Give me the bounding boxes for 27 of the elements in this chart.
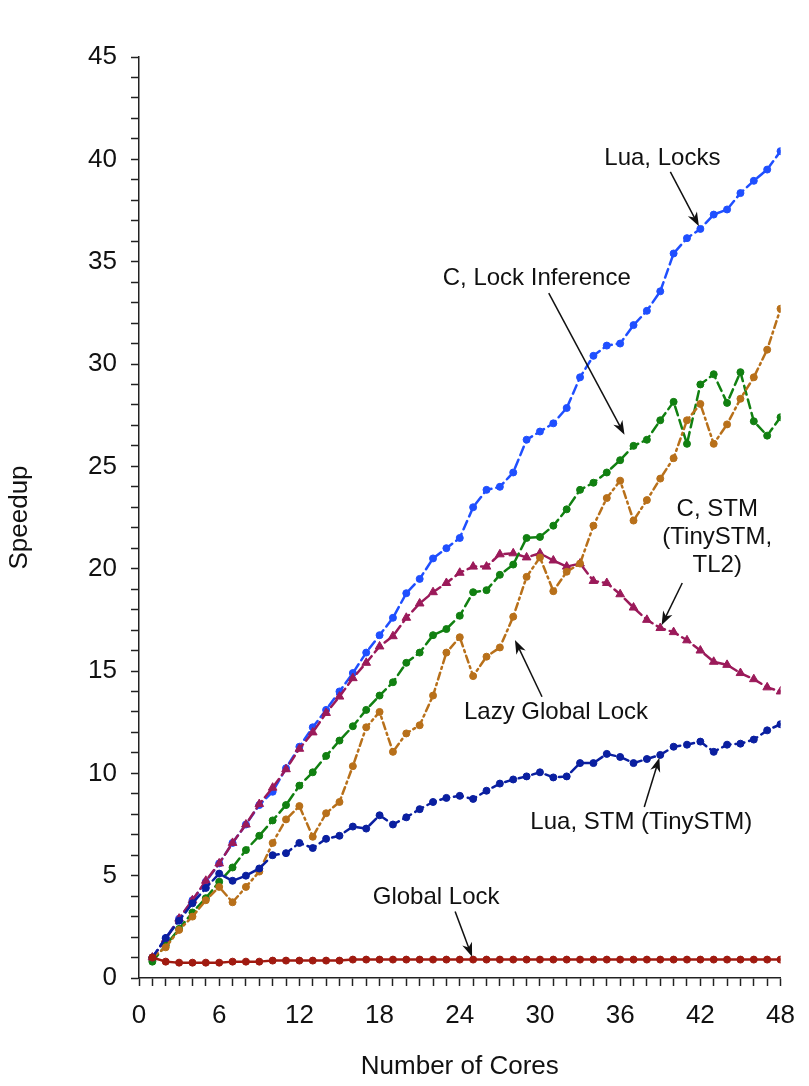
- x-tick-label: 48: [766, 998, 795, 1029]
- y-tick-label: 10: [88, 756, 117, 787]
- x-tick-label: 42: [685, 998, 715, 1029]
- y-tick-label: 15: [88, 654, 117, 685]
- annotation: Lua, STM (TinySTM): [530, 806, 753, 834]
- y-tick-label: 40: [88, 142, 117, 173]
- annotation: C, Lock Inference: [442, 262, 631, 290]
- annotation: Lua, Locks: [604, 142, 721, 170]
- y-tick-label: 25: [88, 449, 117, 480]
- y-tick-label: 0: [102, 961, 117, 992]
- x-tick-label: 0: [131, 998, 147, 1029]
- x-tick-label: 24: [445, 998, 475, 1029]
- y-tick-label: 35: [88, 244, 117, 275]
- y-tick-label: 30: [88, 347, 117, 378]
- x-tick-label: 36: [605, 998, 635, 1029]
- x-tick-label: 6: [211, 998, 227, 1029]
- x-tick-label: 30: [525, 998, 555, 1029]
- x-tick-label: 12: [284, 998, 314, 1029]
- y-tick-label: 45: [88, 40, 117, 71]
- x-axis-title: Number of Cores: [360, 1049, 559, 1080]
- y-tick-label: 20: [88, 551, 117, 582]
- annotation: Lazy Global Lock: [463, 697, 650, 725]
- annotation: Global Lock: [372, 882, 501, 910]
- y-tick-label: 5: [102, 858, 117, 889]
- annotation: C, STM (TinySTM, TL2): [662, 493, 773, 577]
- x-tick-label: 18: [365, 998, 395, 1029]
- y-axis-title: Speedup: [2, 465, 33, 570]
